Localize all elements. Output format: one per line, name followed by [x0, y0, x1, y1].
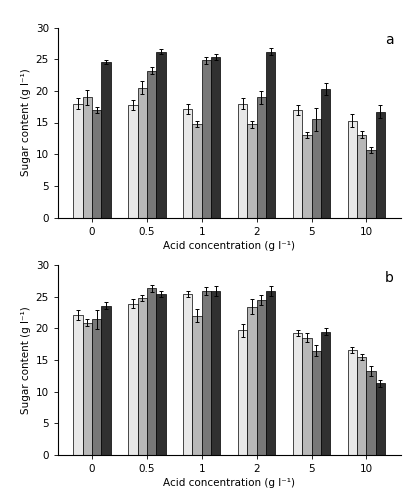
- Bar: [366, 372, 376, 455]
- Legend: RT, 80°C, 100°C, 120°C: RT, 80°C, 100°C, 120°C: [149, 276, 310, 285]
- Bar: [376, 384, 385, 455]
- Bar: [92, 320, 101, 455]
- Bar: [192, 124, 202, 218]
- Y-axis label: Sugar content (g l⁻¹): Sugar content (g l⁻¹): [21, 306, 31, 414]
- Bar: [192, 316, 202, 455]
- Bar: [183, 108, 192, 218]
- Y-axis label: Sugar content (g l⁻¹): Sugar content (g l⁻¹): [21, 68, 31, 176]
- Bar: [202, 291, 211, 455]
- Bar: [266, 52, 275, 218]
- Bar: [348, 350, 357, 455]
- Bar: [147, 288, 156, 455]
- Bar: [247, 124, 256, 218]
- Bar: [357, 357, 366, 455]
- Bar: [238, 104, 247, 218]
- X-axis label: Acid concentration (g l⁻¹): Acid concentration (g l⁻¹): [163, 478, 295, 488]
- Bar: [138, 88, 147, 218]
- Bar: [302, 135, 311, 218]
- Text: a: a: [385, 33, 394, 47]
- Bar: [156, 294, 166, 455]
- Text: b: b: [385, 270, 394, 284]
- Bar: [357, 134, 366, 218]
- Bar: [293, 110, 302, 218]
- Bar: [311, 350, 321, 455]
- Bar: [348, 120, 357, 218]
- Bar: [266, 291, 275, 455]
- Bar: [183, 294, 192, 455]
- Bar: [138, 298, 147, 455]
- Bar: [101, 306, 111, 455]
- Bar: [366, 150, 376, 218]
- Bar: [128, 304, 138, 455]
- Bar: [156, 52, 166, 218]
- Bar: [321, 332, 330, 455]
- Bar: [83, 97, 92, 218]
- Bar: [256, 97, 266, 218]
- Bar: [311, 120, 321, 218]
- Bar: [101, 62, 111, 218]
- Bar: [74, 315, 83, 455]
- Bar: [302, 338, 311, 455]
- Bar: [376, 112, 385, 218]
- Bar: [128, 105, 138, 218]
- Bar: [202, 60, 211, 218]
- Bar: [92, 110, 101, 218]
- Bar: [83, 322, 92, 455]
- Bar: [211, 291, 221, 455]
- Bar: [247, 307, 256, 455]
- Bar: [321, 89, 330, 218]
- Bar: [293, 333, 302, 455]
- X-axis label: Acid concentration (g l⁻¹): Acid concentration (g l⁻¹): [163, 240, 295, 250]
- Bar: [256, 300, 266, 455]
- Bar: [147, 70, 156, 218]
- Bar: [211, 58, 221, 218]
- Bar: [74, 104, 83, 218]
- Bar: [238, 330, 247, 455]
